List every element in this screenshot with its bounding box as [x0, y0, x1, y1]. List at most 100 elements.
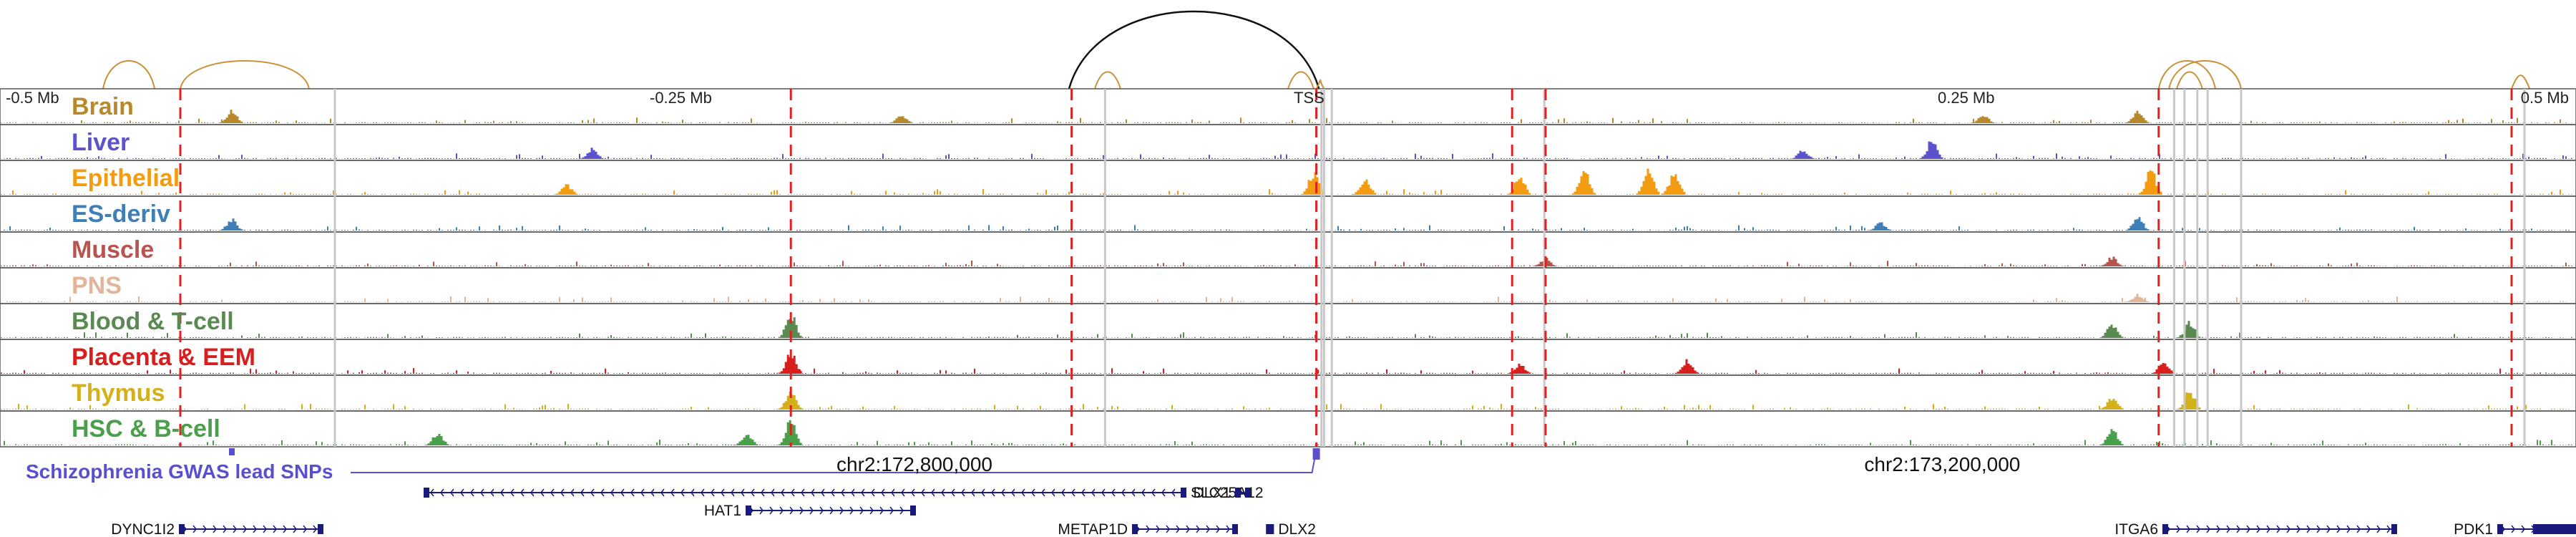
track-signal [1, 153, 2572, 159]
track-frame [0, 160, 2576, 197]
gene-label: ITGA6 [2114, 521, 2158, 537]
signal-peak [580, 147, 604, 159]
track-signal [1, 296, 2572, 302]
interaction-arc [1287, 71, 1314, 90]
axis-tick-label: 0.25 Mb [1938, 89, 1995, 107]
gene-exon [1181, 488, 1186, 498]
gene-exon [318, 524, 323, 534]
axis-tick-label: 0.5 Mb [2521, 89, 2569, 107]
signal-peak [2099, 324, 2124, 338]
gene-label: METAP1D [1058, 521, 1128, 537]
gene-exon [1268, 524, 1274, 534]
gene-exon [1245, 488, 1251, 498]
coordinate-label: chr2:173,200,000 [1864, 453, 2020, 475]
axis-tick-label: TSS [1294, 89, 1324, 107]
gene-exon [2391, 524, 2397, 534]
signal-peak [1662, 174, 1686, 195]
coordinate-label: chr2:172,800,000 [836, 453, 992, 475]
track-label: ES-deriv [72, 200, 170, 228]
signal-peak [2125, 217, 2150, 231]
track-frame [0, 195, 2576, 233]
track-label: Brain [72, 93, 134, 120]
signal-peak [2151, 363, 2175, 374]
signal-peak [1674, 359, 1699, 374]
gene-label: HAT1 [704, 503, 741, 519]
track-label: Thymus [72, 379, 165, 407]
track-frame [0, 124, 2576, 161]
signal-peak [219, 110, 243, 123]
track-frame [0, 88, 2576, 125]
interaction-arc [1094, 71, 1121, 90]
interaction-arc [2176, 71, 2203, 90]
track-signal [1, 332, 2572, 338]
signal-peak [734, 435, 758, 445]
signal-peak [2099, 256, 2124, 266]
signal-peak [2125, 294, 2150, 302]
track-signal [1, 117, 2572, 123]
signal-peak [1352, 179, 1377, 195]
gene-exon [179, 524, 185, 534]
signal-peak [219, 218, 243, 231]
signal-peak [2125, 110, 2150, 123]
gene-exon [746, 505, 751, 516]
track-signal [1, 189, 2572, 195]
snp-pointer [351, 449, 1317, 473]
signal-peak [425, 434, 449, 445]
signal-peak [1790, 150, 1815, 159]
gene-exon [1232, 524, 1238, 534]
track-signal [1, 368, 2572, 374]
snp-label: Schizophrenia GWAS lead SNPs [26, 460, 333, 483]
interaction-arc [1068, 10, 1320, 90]
gene-label: DLX2 [1278, 521, 1316, 537]
signal-peak [1919, 141, 1943, 159]
signal-peak [2099, 429, 2124, 445]
signal-peak [889, 116, 913, 123]
gene-label: DYNC1I2 [111, 521, 175, 537]
track-labels: Brain Liver Epithelial ES-deriv Muscle PNS Blo… [72, 93, 255, 442]
signal-peak [554, 184, 578, 195]
signal-peak [1533, 258, 1557, 266]
strand-arrows [430, 488, 1176, 497]
strand-arrows [2166, 525, 2391, 533]
track-signal [1, 404, 2572, 410]
signal-peak [778, 317, 802, 338]
strand-arrows [182, 525, 317, 533]
signal-peak [1636, 168, 1660, 195]
axis-tick-label: -0.5 Mb [6, 89, 59, 107]
track-label: Placenta & EEM [72, 344, 255, 371]
track-label: PNS [72, 272, 122, 299]
snp-marker [229, 448, 235, 455]
position-axis: -0.5 Mb -0.25 Mb TSS 0.25 Mb 0.5 Mb [6, 89, 2569, 107]
track-label: Epithelial [72, 165, 180, 192]
interaction-arc [2511, 74, 2531, 90]
gene-label: DLX1 [1193, 485, 1231, 501]
gene-exon [1132, 524, 1138, 534]
gene-exon [2533, 524, 2576, 534]
interaction-arc [2157, 60, 2216, 90]
signal-peak [778, 391, 802, 410]
marker-lines [179, 89, 2526, 447]
gene-exon [2162, 524, 2168, 534]
track-frame [0, 231, 2576, 268]
interaction-arc [2168, 60, 2242, 90]
track-label: Blood & T-cell [72, 308, 234, 335]
axis-tick-label: -0.25 Mb [650, 89, 712, 107]
track-signal [1, 440, 2572, 445]
gene-exon [910, 505, 916, 516]
track-label: Muscle [72, 236, 154, 263]
chromosome-coordinates: chr2:172,800,000 chr2:173,200,000 [836, 453, 2020, 475]
track-label: Liver [72, 129, 130, 156]
interaction-arc [180, 60, 310, 90]
gene-exon [1235, 488, 1241, 498]
snp-marker [1312, 448, 1320, 460]
snp-annotation: Schizophrenia GWAS lead SNPs [26, 448, 1320, 483]
gene-exon [424, 488, 429, 498]
strand-arrows [1136, 525, 1230, 533]
track-label: HSC & B-cell [72, 415, 220, 442]
track-frame [0, 339, 2576, 376]
signal-peak [778, 420, 802, 445]
track-signal [1, 225, 2572, 231]
